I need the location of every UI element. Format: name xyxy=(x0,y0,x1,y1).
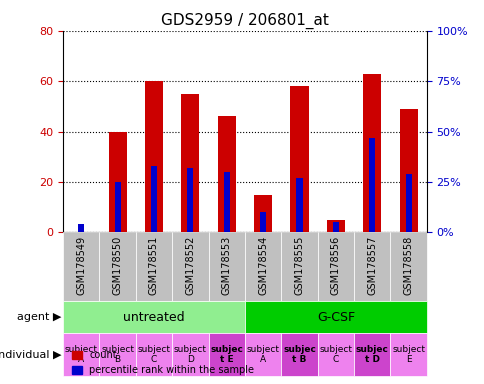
FancyBboxPatch shape xyxy=(244,301,426,333)
FancyBboxPatch shape xyxy=(172,333,208,376)
Bar xyxy=(78,224,84,232)
Bar xyxy=(259,212,266,232)
Bar xyxy=(181,94,199,232)
Bar xyxy=(187,168,193,232)
Bar xyxy=(326,220,344,232)
FancyBboxPatch shape xyxy=(390,232,426,301)
Text: GSM178552: GSM178552 xyxy=(185,236,195,295)
FancyBboxPatch shape xyxy=(172,232,208,301)
Bar xyxy=(223,172,229,232)
Text: subject
B: subject B xyxy=(101,345,134,364)
Text: subject
A: subject A xyxy=(246,345,279,364)
FancyBboxPatch shape xyxy=(390,333,426,376)
Text: GSM178554: GSM178554 xyxy=(257,236,268,295)
FancyBboxPatch shape xyxy=(244,333,281,376)
Bar xyxy=(108,131,126,232)
FancyBboxPatch shape xyxy=(353,333,390,376)
Bar xyxy=(399,109,417,232)
Bar xyxy=(405,174,411,232)
Bar xyxy=(290,86,308,232)
FancyBboxPatch shape xyxy=(63,301,244,333)
Text: untreated: untreated xyxy=(123,311,184,324)
FancyBboxPatch shape xyxy=(317,232,353,301)
FancyBboxPatch shape xyxy=(208,232,244,301)
Text: subject
E: subject E xyxy=(391,345,424,364)
Text: subjec
t D: subjec t D xyxy=(355,345,388,364)
FancyBboxPatch shape xyxy=(317,333,353,376)
FancyBboxPatch shape xyxy=(63,333,99,376)
Bar xyxy=(368,137,375,232)
Text: subject
C: subject C xyxy=(137,345,170,364)
Text: subject
D: subject D xyxy=(173,345,207,364)
FancyBboxPatch shape xyxy=(63,232,99,301)
Text: GSM178557: GSM178557 xyxy=(366,236,377,295)
FancyBboxPatch shape xyxy=(208,333,244,376)
Text: GSM178558: GSM178558 xyxy=(403,236,413,295)
Bar xyxy=(296,178,302,232)
Text: GSM178556: GSM178556 xyxy=(330,236,340,295)
Text: subjec
t E: subjec t E xyxy=(210,345,242,364)
Bar xyxy=(145,81,163,232)
Text: GSM178551: GSM178551 xyxy=(149,236,159,295)
Text: GSM178555: GSM178555 xyxy=(294,236,304,295)
FancyBboxPatch shape xyxy=(281,232,317,301)
FancyBboxPatch shape xyxy=(244,232,281,301)
Title: GDS2959 / 206801_at: GDS2959 / 206801_at xyxy=(161,13,328,29)
Text: agent ▶: agent ▶ xyxy=(17,312,61,322)
Text: G-CSF: G-CSF xyxy=(316,311,354,324)
Bar xyxy=(114,182,121,232)
Text: subject
C: subject C xyxy=(318,345,352,364)
Bar xyxy=(217,116,235,232)
FancyBboxPatch shape xyxy=(136,333,172,376)
Bar xyxy=(363,74,380,232)
FancyBboxPatch shape xyxy=(281,333,317,376)
Text: subjec
t B: subjec t B xyxy=(283,345,315,364)
FancyBboxPatch shape xyxy=(136,232,172,301)
FancyBboxPatch shape xyxy=(99,333,136,376)
FancyBboxPatch shape xyxy=(99,232,136,301)
Legend: count, percentile rank within the sample: count, percentile rank within the sample xyxy=(68,346,257,379)
Text: individual ▶: individual ▶ xyxy=(0,350,61,360)
Text: GSM178549: GSM178549 xyxy=(76,236,86,295)
Bar xyxy=(254,195,272,232)
Bar xyxy=(332,222,338,232)
FancyBboxPatch shape xyxy=(353,232,390,301)
Bar xyxy=(151,166,157,232)
Text: subject
A: subject A xyxy=(64,345,98,364)
Text: GSM178553: GSM178553 xyxy=(221,236,231,295)
Text: GSM178550: GSM178550 xyxy=(112,236,122,295)
